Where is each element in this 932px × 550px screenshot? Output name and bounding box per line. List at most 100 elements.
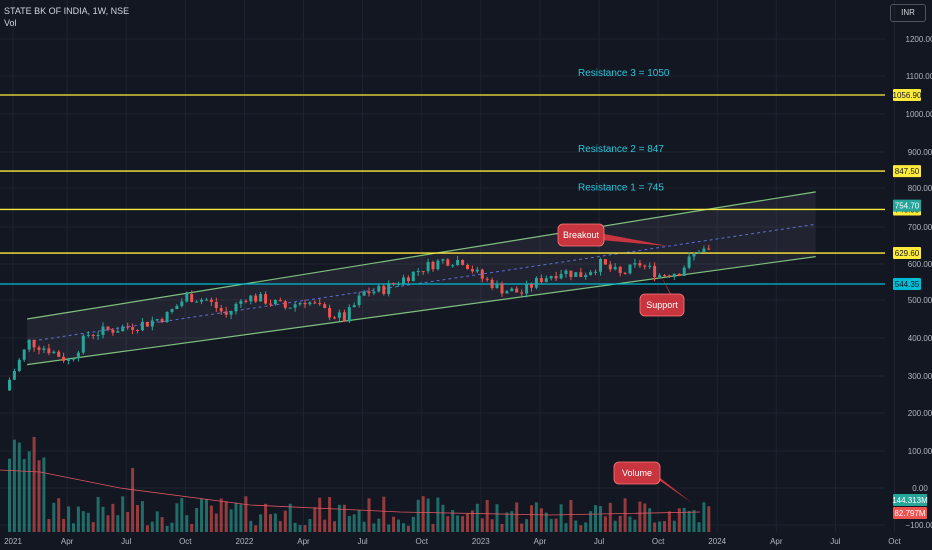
candle-body bbox=[534, 278, 538, 288]
channel-mid-line bbox=[27, 223, 816, 343]
candle-body bbox=[91, 334, 95, 336]
candle-body bbox=[633, 263, 637, 265]
candle-body bbox=[347, 307, 351, 322]
candle-body bbox=[638, 263, 642, 266]
candle-body bbox=[278, 300, 282, 302]
time-tick-label: Oct bbox=[652, 537, 665, 546]
candle-body bbox=[298, 302, 302, 305]
volume-bar bbox=[584, 522, 588, 532]
currency-selector[interactable]: INR bbox=[890, 4, 926, 22]
annotations: Breakout Support Volume bbox=[557, 223, 692, 503]
volume-bar bbox=[505, 512, 509, 532]
volume-bar bbox=[357, 510, 361, 532]
candle-body bbox=[367, 291, 371, 294]
volume-tag bbox=[893, 494, 927, 506]
candle-body bbox=[618, 267, 622, 273]
volume-bar bbox=[574, 520, 578, 532]
price-tick-label: 100.00 bbox=[908, 447, 932, 456]
volume-bar bbox=[613, 520, 617, 532]
volume-bar bbox=[244, 496, 248, 532]
price-tick-label: 400.00 bbox=[908, 334, 932, 343]
volume-bar bbox=[534, 502, 538, 532]
level-label: Resistance 1 = 745 bbox=[578, 182, 664, 193]
candle-body bbox=[32, 339, 36, 348]
volume-bar bbox=[81, 511, 85, 532]
candle-body bbox=[456, 259, 460, 266]
volume-bar bbox=[599, 506, 602, 532]
candle-body bbox=[495, 283, 499, 289]
volume-bar bbox=[352, 514, 356, 532]
candle-body bbox=[352, 305, 356, 308]
candle-body bbox=[564, 270, 568, 275]
level-tag-text: 544.35 bbox=[895, 280, 920, 289]
volume-bar bbox=[530, 505, 533, 532]
time-tick-label: Apr bbox=[297, 537, 310, 546]
volume-bar bbox=[37, 460, 41, 532]
candle-body bbox=[47, 348, 51, 354]
volume-bar bbox=[480, 518, 484, 532]
volume-bar bbox=[293, 522, 297, 532]
candle-body bbox=[549, 276, 553, 279]
candle-body bbox=[397, 283, 400, 285]
time-tick-label: 2024 bbox=[708, 537, 726, 546]
volume-bar bbox=[594, 505, 597, 532]
volume-bar bbox=[205, 499, 208, 532]
volume-bar bbox=[520, 523, 524, 532]
volume-bar bbox=[121, 496, 125, 532]
candle-body bbox=[377, 285, 381, 292]
volume-bar bbox=[367, 498, 371, 532]
volume-bar bbox=[446, 516, 450, 532]
last-price-text: 754.70 bbox=[895, 202, 920, 211]
volume-bar bbox=[618, 515, 622, 532]
volume-bar bbox=[697, 522, 701, 532]
candle-body bbox=[539, 278, 543, 282]
candle-body bbox=[86, 334, 90, 336]
candle-body bbox=[328, 307, 332, 318]
volume-bar bbox=[436, 497, 440, 532]
volume-bar bbox=[633, 519, 637, 532]
candle-body bbox=[584, 275, 588, 278]
volume-bar bbox=[628, 516, 632, 532]
callout-pointer bbox=[594, 232, 668, 246]
candle-body bbox=[288, 307, 292, 309]
time-tick-label: Jul bbox=[121, 537, 131, 546]
volume-bar bbox=[145, 525, 149, 532]
candle-body bbox=[402, 277, 405, 284]
time-tick-label: Apr bbox=[770, 537, 783, 546]
volume-bar bbox=[544, 512, 548, 532]
volume-bar bbox=[653, 522, 657, 532]
volume-bar bbox=[209, 505, 213, 532]
volume-bar bbox=[441, 504, 445, 532]
candle-body bbox=[155, 319, 159, 321]
volume-bar bbox=[180, 498, 184, 532]
time-tick-label: Jul bbox=[357, 537, 367, 546]
time-tick-label: Oct bbox=[179, 537, 192, 546]
volume-bar bbox=[362, 521, 366, 532]
callout-box bbox=[639, 293, 685, 317]
candle-body bbox=[318, 303, 322, 305]
volume-bar bbox=[638, 501, 642, 532]
volume-bar bbox=[559, 504, 563, 532]
volume-bar bbox=[52, 502, 56, 532]
price-tick-label: 0.00 bbox=[912, 484, 928, 493]
volume-bar bbox=[475, 503, 479, 532]
volume-bar bbox=[648, 508, 652, 532]
candle-body bbox=[416, 271, 420, 273]
volume-bar bbox=[150, 521, 154, 532]
candle-body bbox=[559, 274, 563, 279]
level-tag bbox=[893, 89, 921, 101]
volume-bar bbox=[672, 520, 676, 532]
candle-body bbox=[140, 321, 144, 331]
price-tick-label: 500.00 bbox=[908, 296, 932, 305]
candle-body bbox=[544, 278, 548, 282]
volume-bar bbox=[195, 507, 199, 532]
candle-body bbox=[431, 261, 435, 270]
candle-body bbox=[672, 273, 676, 277]
level-tag-text: 847.50 bbox=[895, 167, 920, 176]
volume-bar bbox=[12, 439, 16, 532]
volume-bar bbox=[288, 503, 292, 532]
candle-body bbox=[111, 329, 115, 333]
candle-body bbox=[190, 294, 194, 302]
volume-bar bbox=[549, 518, 553, 532]
